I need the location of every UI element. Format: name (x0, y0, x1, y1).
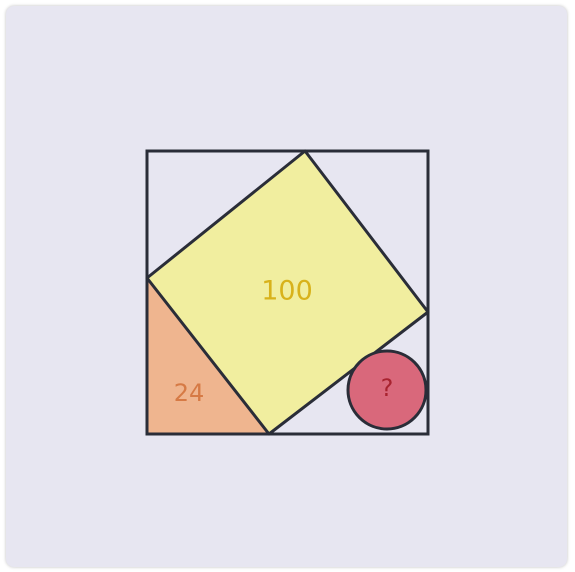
circle-unknown-label: ? (381, 374, 394, 402)
drawing-paper: 100 24 ? (6, 6, 567, 567)
inscribed-circle (346, 349, 428, 431)
square-area-label: 100 (261, 276, 313, 307)
geometry-diagram: 100 24 ? (145, 149, 430, 436)
outer-square (145, 149, 430, 436)
triangle-area-label: 24 (174, 379, 205, 407)
